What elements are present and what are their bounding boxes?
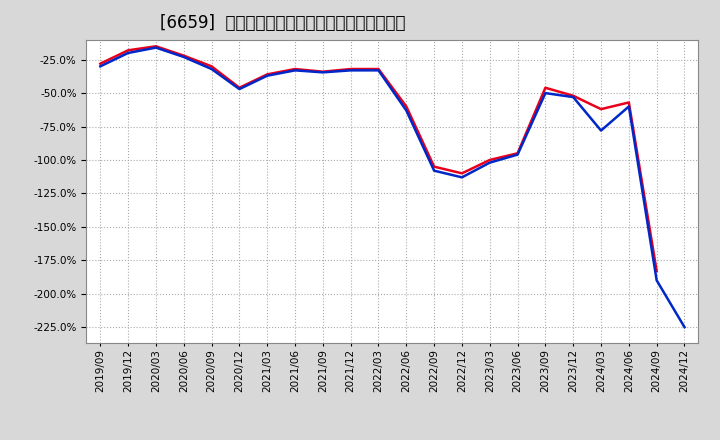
有利子負債営業CF比率 (235, 85, 243, 90)
有利子負債フリーCF比率 (597, 128, 606, 133)
有利子負債営業CF比率 (124, 48, 132, 53)
有利子負債営業CF比率 (374, 66, 383, 72)
有利子負債営業CF比率 (569, 93, 577, 99)
有利子負債営業CF比率 (179, 53, 188, 58)
有利子負債フリーCF比率 (430, 168, 438, 173)
Line: 有利子負債フリーCF比率: 有利子負債フリーCF比率 (100, 48, 685, 327)
有利子負債フリーCF比率 (291, 68, 300, 73)
有利子負債フリーCF比率 (652, 278, 661, 283)
有利子負債営業CF比率 (597, 106, 606, 112)
有利子負債フリーCF比率 (152, 45, 161, 50)
有利子負債営業CF比率 (291, 66, 300, 72)
有利子負債営業CF比率 (402, 104, 410, 109)
有利子負債営業CF比率 (541, 85, 550, 90)
有利子負債営業CF比率 (346, 66, 355, 72)
有利子負債フリーCF比率 (402, 108, 410, 113)
有利子負債フリーCF比率 (235, 86, 243, 92)
有利子負債営業CF比率 (652, 268, 661, 274)
有利子負債フリーCF比率 (458, 175, 467, 180)
有利子負債営業CF比率 (207, 64, 216, 69)
有利子負債営業CF比率 (263, 72, 271, 77)
有利子負債フリーCF比率 (263, 73, 271, 78)
有利子負債フリーCF比率 (485, 160, 494, 165)
有利子負債フリーCF比率 (513, 152, 522, 157)
有利子負債営業CF比率 (96, 61, 104, 66)
有利子負債フリーCF比率 (318, 70, 327, 75)
有利子負債営業CF比率 (513, 150, 522, 156)
有利子負債フリーCF比率 (569, 95, 577, 100)
有利子負債営業CF比率 (485, 158, 494, 163)
有利子負債フリーCF比率 (624, 104, 633, 109)
有利子負債営業CF比率 (624, 100, 633, 105)
有利子負債営業CF比率 (318, 69, 327, 74)
有利子負債フリーCF比率 (680, 325, 689, 330)
有利子負債フリーCF比率 (346, 68, 355, 73)
有利子負債フリーCF比率 (541, 91, 550, 96)
有利子負債営業CF比率 (430, 164, 438, 169)
有利子負債営業CF比率 (458, 171, 467, 176)
Text: [6659]  有利子負債キャッシュフロー比率の推移: [6659] 有利子負債キャッシュフロー比率の推移 (160, 15, 405, 33)
有利子負債営業CF比率 (152, 44, 161, 49)
有利子負債フリーCF比率 (96, 64, 104, 69)
有利子負債フリーCF比率 (124, 50, 132, 55)
有利子負債フリーCF比率 (374, 68, 383, 73)
有利子負債フリーCF比率 (179, 55, 188, 60)
有利子負債フリーCF比率 (207, 66, 216, 72)
Line: 有利子負債営業CF比率: 有利子負債営業CF比率 (100, 46, 657, 271)
